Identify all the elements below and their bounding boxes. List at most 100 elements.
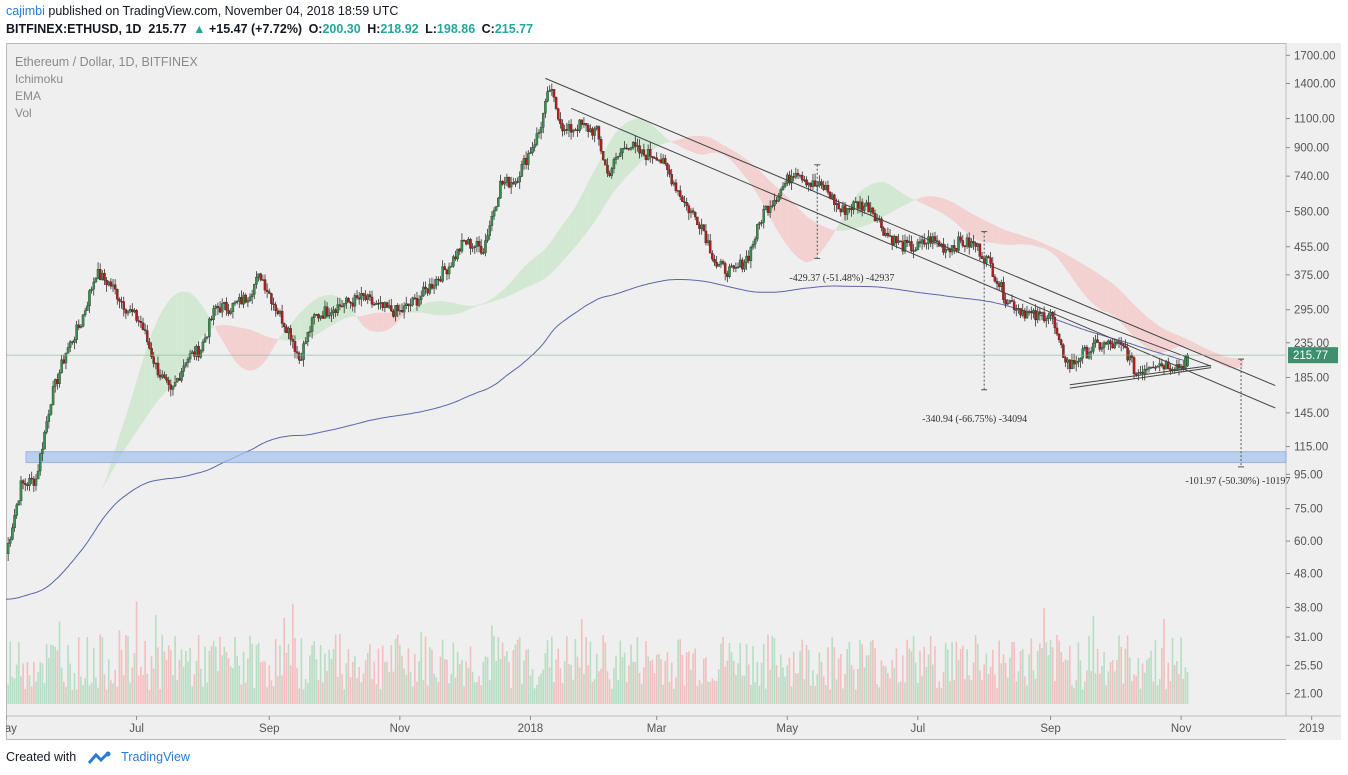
candle-body <box>627 148 631 150</box>
volume-bar <box>1056 634 1058 704</box>
volume-bar <box>1058 640 1060 704</box>
ichimoku-cloud-segment <box>851 193 858 230</box>
ichimoku-cloud-segment <box>530 255 537 286</box>
candle-body <box>143 329 147 331</box>
volume-bar <box>223 646 226 704</box>
candle-body <box>188 353 192 360</box>
ichimoku-cloud-segment <box>523 260 531 289</box>
candle-body <box>30 477 33 480</box>
ichimoku-cloud-segment <box>1095 271 1102 311</box>
volume-bar <box>281 675 283 704</box>
candle-body <box>223 302 226 304</box>
volume-bar <box>495 661 497 704</box>
x-tick-label: Sep <box>259 723 279 735</box>
volume-bar <box>957 660 960 704</box>
candle-body <box>1089 350 1093 353</box>
ichimoku-cloud-segment <box>742 156 749 182</box>
ichimoku-cloud-segment <box>164 298 171 394</box>
ichimoku-cloud-segment <box>138 352 146 429</box>
legend-indicator-ema[interactable]: EMA <box>15 89 42 103</box>
legend-indicator-vol[interactable]: Vol <box>15 106 32 120</box>
volume-bar <box>321 682 324 704</box>
legend-indicator-ichimoku[interactable]: Ichimoku <box>15 72 64 86</box>
tradingview-brand-link[interactable]: TradingView <box>121 750 190 764</box>
candle-body <box>379 302 382 304</box>
candle-body <box>837 203 840 210</box>
volume-bar <box>857 669 859 704</box>
volume-bar <box>831 637 834 704</box>
volume-bar <box>165 660 168 704</box>
volume-bar <box>649 660 652 704</box>
candle-body <box>383 302 387 308</box>
volume-bar <box>1019 651 1022 704</box>
volume-bar <box>570 664 572 704</box>
candle-body <box>302 343 305 360</box>
y-tick-label: 295.00 <box>1294 305 1329 317</box>
price-chart[interactable]: 1700.00 1400.00 1100.00 900.00 740.00 580.00 4… <box>6 43 1341 740</box>
candle-body <box>918 241 922 244</box>
volume-bar <box>932 664 934 704</box>
candle-body <box>766 205 770 213</box>
candle-body <box>1182 365 1185 369</box>
volume-bar <box>43 683 46 704</box>
candle-body <box>385 302 389 308</box>
candle-body <box>687 205 691 214</box>
candle-body <box>1111 343 1114 349</box>
candle-body <box>858 201 862 209</box>
ichimoku-cloud-segment <box>800 209 807 263</box>
volume-bar <box>724 666 726 704</box>
candle-body <box>411 297 414 306</box>
volume-bar <box>262 661 264 704</box>
volume-bar <box>955 641 958 704</box>
volume-bar <box>666 652 669 704</box>
candle-body <box>1132 357 1136 375</box>
volume-bar <box>869 641 872 704</box>
ichimoku-cloud-segment <box>292 313 300 341</box>
volume-bar <box>65 686 67 704</box>
volume-bar <box>576 656 579 704</box>
y-tick-label: 900.00 <box>1294 143 1329 155</box>
candle-body <box>1047 315 1050 319</box>
candle-body <box>1113 341 1117 349</box>
wedge-bottom-2 <box>1069 364 1212 386</box>
candle-body <box>323 306 327 319</box>
volume-bar <box>1030 638 1033 704</box>
candle-body <box>843 205 847 215</box>
ichimoku-cloud-segment <box>960 206 968 233</box>
volume-bar <box>850 664 853 704</box>
candle-body <box>644 154 648 160</box>
candle-body <box>445 269 449 275</box>
candle-body <box>893 236 896 245</box>
volume-bar <box>95 677 97 704</box>
volume-bar <box>807 650 810 704</box>
volume-bar <box>373 661 375 704</box>
measure-label: -101.97 (-50.30%) -10197 <box>1185 476 1290 487</box>
candle-body <box>368 294 372 298</box>
volume-bar <box>972 662 975 704</box>
volume-bar <box>315 659 318 704</box>
volume-bar <box>437 682 440 704</box>
candle-body <box>60 359 63 374</box>
volume-bar <box>525 649 527 704</box>
candle-body <box>454 256 457 260</box>
volume-bar <box>623 652 626 704</box>
volume-bar <box>1124 648 1127 704</box>
volume-bar <box>319 645 322 704</box>
volume-bar <box>39 662 42 704</box>
volume-bar <box>1143 672 1146 704</box>
volume-bar <box>1034 678 1037 704</box>
candle-body <box>274 304 277 311</box>
candle-body <box>719 261 723 265</box>
candle-body <box>803 179 806 181</box>
volume-bar <box>1131 681 1133 704</box>
volume-bar <box>148 689 151 704</box>
ichimoku-cloud-segment <box>267 336 274 359</box>
candle-body <box>261 279 265 281</box>
volume-bar <box>54 646 57 704</box>
volume-bar <box>846 648 849 704</box>
volume-bar <box>874 648 876 704</box>
author-link[interactable]: cajimbi <box>6 4 45 18</box>
candle-body <box>169 384 173 390</box>
candle-body <box>1124 345 1127 348</box>
volume-bar <box>728 642 731 704</box>
